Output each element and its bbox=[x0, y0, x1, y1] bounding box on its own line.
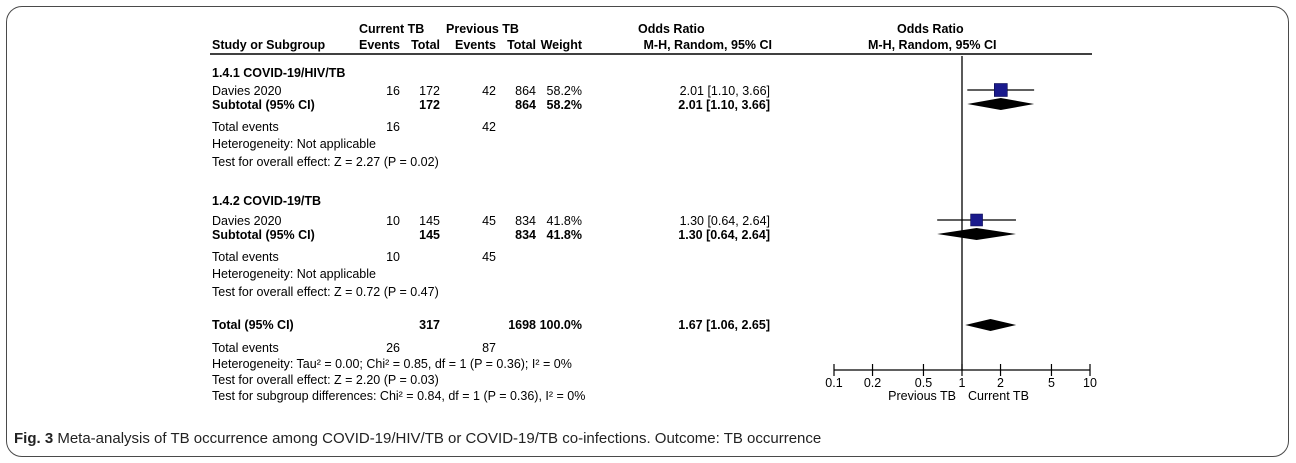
x-tick-label: 2 bbox=[997, 376, 1004, 390]
favours-left-label: Previous TB bbox=[888, 389, 956, 403]
subgroup-2-total-events-current: 10 bbox=[386, 250, 400, 264]
diamond-total bbox=[965, 319, 1017, 331]
subtotal-2-ci: 1.30 [0.64, 2.64] bbox=[678, 228, 770, 242]
header-study: Study or Subgroup bbox=[212, 38, 326, 52]
total-label: Total (95% CI) bbox=[212, 318, 294, 332]
study-1-ci: 2.01 [1.10, 3.66] bbox=[679, 84, 770, 98]
x-tick-label: 1 bbox=[959, 376, 966, 390]
subgroup-2-overall-effect: Test for overall effect: Z = 0.72 (P = 0… bbox=[212, 285, 439, 299]
study-1-name: Davies 2020 bbox=[212, 84, 282, 98]
total-overall-effect: Test for overall effect: Z = 2.20 (P = 0… bbox=[212, 373, 439, 387]
caption-text: Meta-analysis of TB occurrence among COV… bbox=[53, 430, 822, 447]
subgroup-1-total-events-previous: 42 bbox=[482, 120, 496, 134]
subtotal-2-weight: 41.8% bbox=[546, 228, 582, 242]
header-weight: Weight bbox=[540, 38, 582, 52]
point-estimate-study-1 bbox=[994, 83, 1008, 97]
point-estimate-study-2 bbox=[970, 213, 983, 227]
subgroup-2-total-events-label: Total events bbox=[212, 250, 279, 264]
subtotal-2-total-previous: 834 bbox=[515, 228, 536, 242]
diamond-subtotal-2 bbox=[937, 228, 1016, 240]
subtotal-2-total-current: 145 bbox=[419, 228, 440, 242]
study-2-name: Davies 2020 bbox=[212, 214, 282, 228]
x-tick-label: 5 bbox=[1048, 376, 1055, 390]
total-total-previous: 1698 bbox=[508, 318, 536, 332]
x-tick-label: 0.2 bbox=[864, 376, 881, 390]
study-1-events-previous: 42 bbox=[482, 84, 496, 98]
header-odds-ratio-right: Odds Ratio bbox=[897, 22, 964, 36]
study-2-events-current: 10 bbox=[386, 214, 400, 228]
favours-right-label: Current TB bbox=[968, 389, 1029, 403]
study-2-total-previous: 834 bbox=[515, 214, 536, 228]
diamond-subtotal-1 bbox=[967, 98, 1035, 110]
subtotal-1-weight: 58.2% bbox=[546, 98, 582, 112]
study-1-total-previous: 864 bbox=[515, 84, 536, 98]
header-total-previous: Total bbox=[507, 38, 536, 52]
subgroup-1-heterogeneity: Heterogeneity: Not applicable bbox=[212, 137, 376, 151]
total-total-current: 317 bbox=[419, 318, 440, 332]
study-2-total-current: 145 bbox=[419, 214, 440, 228]
subtotal-1-total-previous: 864 bbox=[515, 98, 536, 112]
header-odds-ratio-left: Odds Ratio bbox=[638, 22, 705, 36]
study-2-weight: 41.8% bbox=[546, 214, 582, 228]
figure-frame bbox=[6, 6, 1289, 457]
subgroup-2-title: 1.4.2 COVID-19/TB bbox=[212, 194, 322, 208]
study-2-ci: 1.30 [0.64, 2.64] bbox=[679, 214, 770, 228]
study-1-events-current: 16 bbox=[386, 84, 400, 98]
header-method-right: M-H, Random, 95% CI bbox=[868, 38, 997, 52]
x-tick-label: 0.5 bbox=[915, 376, 932, 390]
total-ci: 1.67 [1.06, 2.65] bbox=[678, 318, 770, 332]
subgroup-1-total-events-current: 16 bbox=[386, 120, 400, 134]
total-weight: 100.0% bbox=[539, 318, 582, 332]
total-events-label: Total events bbox=[212, 341, 279, 355]
header-total-current: Total bbox=[411, 38, 440, 52]
subgroup-differences-test: Test for subgroup differences: Chi² = 0.… bbox=[212, 389, 586, 403]
header-events-current: Events bbox=[359, 38, 400, 52]
caption-label: Fig. 3 bbox=[14, 430, 54, 447]
subgroup-2-total-events-previous: 45 bbox=[482, 250, 496, 264]
header-group-previous: Previous TB bbox=[446, 22, 519, 36]
study-1-total-current: 172 bbox=[419, 84, 440, 98]
subgroup-1-title: 1.4.1 COVID-19/HIV/TB bbox=[212, 66, 346, 80]
figure-caption: Fig. 3 Meta-analysis of TB occurrence am… bbox=[14, 430, 821, 448]
total-events-previous: 87 bbox=[482, 341, 496, 355]
total-heterogeneity: Heterogeneity: Tau² = 0.00; Chi² = 0.85,… bbox=[212, 357, 572, 371]
subgroup-1-overall-effect: Test for overall effect: Z = 2.27 (P = 0… bbox=[212, 155, 439, 169]
subtotal-1-label: Subtotal (95% CI) bbox=[212, 98, 315, 112]
subtotal-1-ci: 2.01 [1.10, 3.66] bbox=[678, 98, 770, 112]
total-events-current: 26 bbox=[386, 341, 400, 355]
header-group-current: Current TB bbox=[359, 22, 425, 36]
header-events-previous: Events bbox=[455, 38, 496, 52]
study-1-weight: 58.2% bbox=[546, 84, 582, 98]
subgroup-2-heterogeneity: Heterogeneity: Not applicable bbox=[212, 267, 376, 281]
subtotal-1-total-current: 172 bbox=[419, 98, 440, 112]
subtotal-2-label: Subtotal (95% CI) bbox=[212, 228, 315, 242]
subgroup-1-total-events-label: Total events bbox=[212, 120, 279, 134]
header-method-left: M-H, Random, 95% CI bbox=[643, 38, 773, 52]
x-tick-label: 0.1 bbox=[825, 376, 842, 390]
study-2-events-previous: 45 bbox=[482, 214, 496, 228]
x-tick-label: 10 bbox=[1083, 376, 1097, 390]
